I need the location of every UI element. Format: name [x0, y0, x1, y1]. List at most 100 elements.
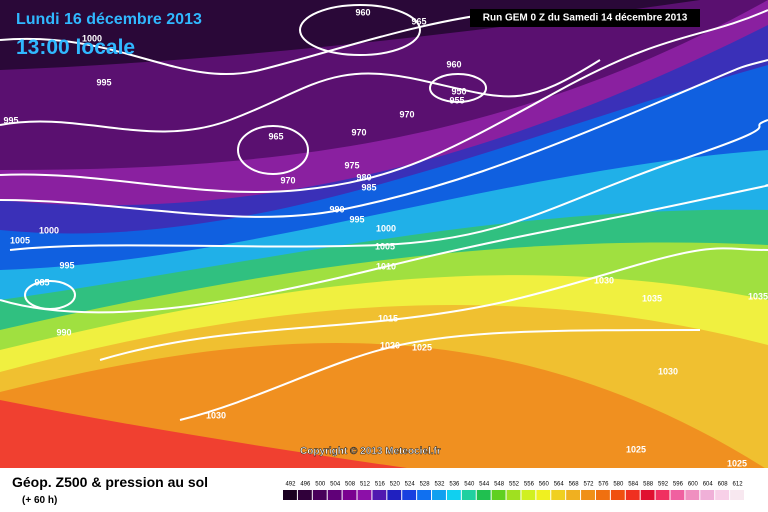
legend-swatch: [476, 490, 491, 500]
legend-swatch: [506, 490, 521, 500]
legend-label: 572: [584, 482, 595, 488]
isobar-label: 995: [349, 214, 364, 224]
legend-label: 560: [539, 482, 550, 488]
isobar-label: 1020: [380, 340, 400, 350]
legend-label: 584: [628, 482, 639, 488]
legend-label: 548: [494, 482, 505, 488]
legend-swatch: [670, 490, 685, 500]
isobar-label: 1005: [375, 241, 395, 251]
isobar-label: 1010: [376, 261, 396, 271]
isobar: [0, 59, 601, 133]
legend-label: 576: [598, 482, 609, 488]
isobar-label: 965: [268, 131, 283, 141]
isobar-label: 950: [451, 86, 466, 96]
isobar: [299, 4, 421, 56]
isobar-label: 1025: [727, 458, 747, 468]
legend-label: 564: [554, 482, 565, 488]
isobar-label: 1035: [642, 293, 662, 303]
legend-swatch: [625, 490, 640, 500]
isobar: [0, 9, 521, 75]
legend-swatch: [432, 490, 446, 500]
date: Lundi 16 décembre 2013: [16, 11, 202, 28]
legend-swatch: [461, 490, 476, 500]
isobar-label: 1015: [378, 313, 398, 323]
isobar-label: 965: [411, 16, 426, 26]
isobar-label: 985: [34, 277, 49, 287]
legend-swatch: [417, 490, 432, 500]
isobar: [179, 329, 701, 421]
legend-label: 612: [733, 482, 744, 488]
isobar: [429, 73, 487, 103]
isobar-label: 985: [361, 182, 376, 192]
legend-label: 496: [300, 482, 311, 488]
legend-swatch: [655, 490, 670, 500]
legend-swatch: [566, 490, 581, 500]
legend-swatch: [715, 490, 730, 500]
isobar-label: 1025: [626, 444, 646, 454]
legend-swatch: [685, 490, 700, 500]
time: 13:00 locale: [16, 36, 135, 59]
isobar-label: 995: [59, 260, 74, 270]
legend-label: 528: [420, 482, 431, 488]
run-info: Run GEM 0 Z du Samedi 14 décembre 2013: [483, 13, 688, 24]
isobar: [99, 247, 768, 361]
legend-swatch: [446, 490, 461, 500]
legend-label: 492: [285, 482, 296, 488]
legend-label: 568: [569, 482, 580, 488]
legend-label: 600: [688, 482, 699, 488]
legend-label: 556: [524, 482, 535, 488]
isobar-label: 1030: [658, 366, 678, 376]
isobar: [9, 119, 768, 251]
legend-swatch: [312, 490, 327, 500]
legend-swatch: [610, 490, 625, 500]
isobar-label: 995: [96, 77, 111, 87]
legend-label: 604: [703, 482, 714, 488]
isobar: [0, 59, 768, 218]
legend-swatch: [283, 490, 297, 500]
legend-swatch: [581, 490, 595, 500]
legend-label: 588: [643, 482, 654, 488]
isobar-label: 1000: [376, 223, 396, 233]
isobar-label: 1030: [594, 275, 614, 285]
legend-label: 520: [390, 482, 401, 488]
legend-swatch: [372, 490, 387, 500]
legend-swatch: [387, 490, 402, 500]
isobar-label: 995: [3, 115, 18, 125]
isobar-label: 960: [355, 7, 370, 17]
isobar-label: 970: [399, 109, 414, 119]
legend-label: 516: [375, 482, 386, 488]
isobar: [0, 9, 768, 194]
legend-label: 532: [434, 482, 445, 488]
legend-label: 540: [464, 482, 475, 488]
isobar-label: 1000: [82, 33, 102, 43]
legend-label: 592: [658, 482, 669, 488]
legend-swatch: [491, 490, 506, 500]
run-box: [470, 9, 700, 27]
isobar-label: 970: [351, 127, 366, 137]
legend-swatch: [357, 490, 372, 500]
isobar-label: 990: [56, 327, 71, 337]
legend-label: 500: [315, 482, 326, 488]
legend-label: 504: [330, 482, 341, 488]
legend-label: 536: [449, 482, 460, 488]
legend-swatch: [297, 490, 312, 500]
copyright: Copyright © 2013 Meteociel.fr: [300, 446, 441, 457]
isobar: [24, 280, 76, 310]
isobar-label: 1035: [748, 291, 768, 301]
legend-swatch: [595, 490, 610, 500]
footer-lead: (+ 60 h): [22, 495, 57, 506]
legend-label: 596: [673, 482, 684, 488]
legend-label: 524: [405, 482, 416, 488]
isobar-label: 1030: [206, 410, 226, 420]
isobar-label: 980: [356, 172, 371, 182]
isobar-label: 975: [344, 160, 359, 170]
legend-label: 544: [479, 482, 490, 488]
legend-label: 608: [718, 482, 729, 488]
footer-title: Géop. Z500 & pression au sol: [12, 474, 208, 490]
isobar-label: 970: [280, 175, 295, 185]
isobar-label: 1025: [412, 342, 432, 352]
isobar-label: 960: [446, 59, 461, 69]
isobar: [237, 125, 309, 175]
